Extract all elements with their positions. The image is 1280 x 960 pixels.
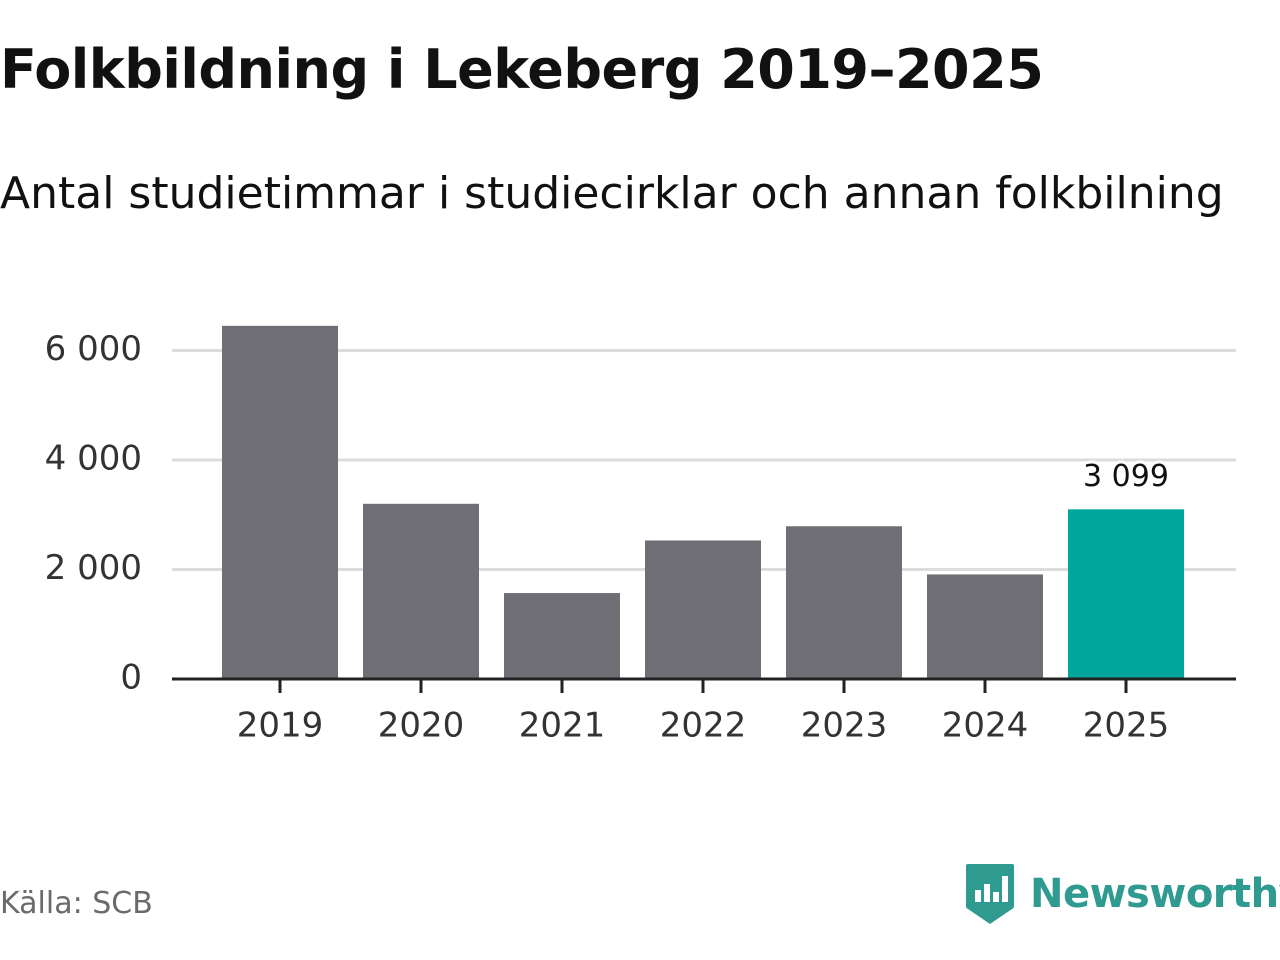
y-tick-label: 0 (120, 658, 142, 698)
bar-2021 (504, 593, 620, 679)
brand-name: Newsworthy (1030, 871, 1280, 917)
y-tick-label: 4 000 (45, 439, 142, 479)
source-note: Källa: SCB (0, 886, 153, 921)
bar-2019 (222, 325, 338, 679)
x-tick-label: 2025 (1083, 706, 1170, 746)
bar-2025 (1068, 509, 1184, 679)
x-tick-label: 2024 (942, 706, 1029, 746)
data-label: 3 099 (1083, 459, 1169, 494)
y-tick-label: 6 000 (45, 329, 142, 369)
brand: Newsworthy (964, 862, 1280, 926)
chart-title: Folkbildning i Lekeberg 2019–2025 (0, 38, 1044, 101)
x-tick-label: 2021 (519, 706, 606, 746)
bar-2022 (645, 540, 761, 679)
bar-2024 (927, 574, 1043, 679)
newsworthy-logo-icon (966, 864, 1014, 924)
x-tick-label: 2022 (660, 706, 747, 746)
bar-2020 (363, 503, 479, 679)
x-tick-label: 2023 (801, 706, 888, 746)
y-tick-label: 2 000 (45, 548, 142, 588)
x-tick-label: 2020 (378, 706, 465, 746)
bar-2023 (786, 526, 902, 679)
x-tick-label: 2019 (237, 706, 324, 746)
chart-subtitle: Antal studietimmar i studiecirklar och a… (0, 168, 1224, 219)
